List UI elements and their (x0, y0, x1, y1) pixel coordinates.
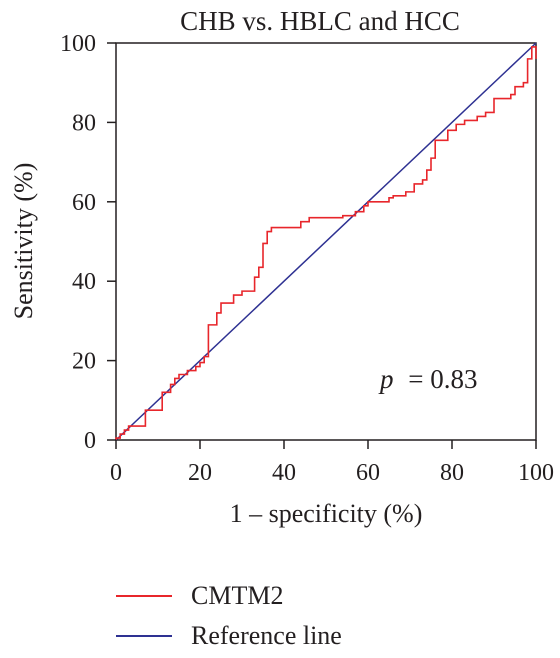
y-tick-label: 40 (72, 269, 96, 295)
x-axis: 0 20 40 60 80 100 (110, 440, 554, 486)
p-value-annotation: p = 0.83 (378, 364, 477, 394)
y-tick-label: 20 (72, 349, 96, 375)
y-axis: 0 20 40 60 80 100 (60, 31, 116, 454)
y-tick-label: 80 (72, 110, 96, 136)
y-axis-label: Sensitivity (%) (9, 163, 38, 320)
y-tick-label: 100 (60, 31, 96, 57)
p-symbol: p (378, 364, 394, 394)
plot-area (115, 42, 537, 441)
p-value-text: = 0.83 (408, 364, 477, 394)
roc-curve-layer (115, 46, 537, 440)
x-tick-label: 80 (440, 460, 464, 486)
y-tick-label: 60 (72, 190, 96, 216)
x-tick-label: 100 (518, 460, 554, 486)
legend-label-reference: Reference line (191, 621, 342, 650)
legend-label-cmtm2: CMTM2 (191, 581, 283, 610)
chart-title: CHB vs. HBLC and HCC (180, 6, 460, 36)
roc-curve-cmtm2 (115, 46, 537, 440)
x-tick-label: 60 (356, 460, 380, 486)
x-tick-label: 40 (272, 460, 296, 486)
plot-frame (115, 42, 537, 441)
x-tick-label: 0 (110, 460, 122, 486)
y-tick-label: 0 (84, 428, 96, 454)
x-tick-label: 20 (188, 460, 212, 486)
legend: CMTM2 Reference line (116, 581, 342, 650)
x-axis-label: 1 – specificity (%) (230, 499, 423, 528)
